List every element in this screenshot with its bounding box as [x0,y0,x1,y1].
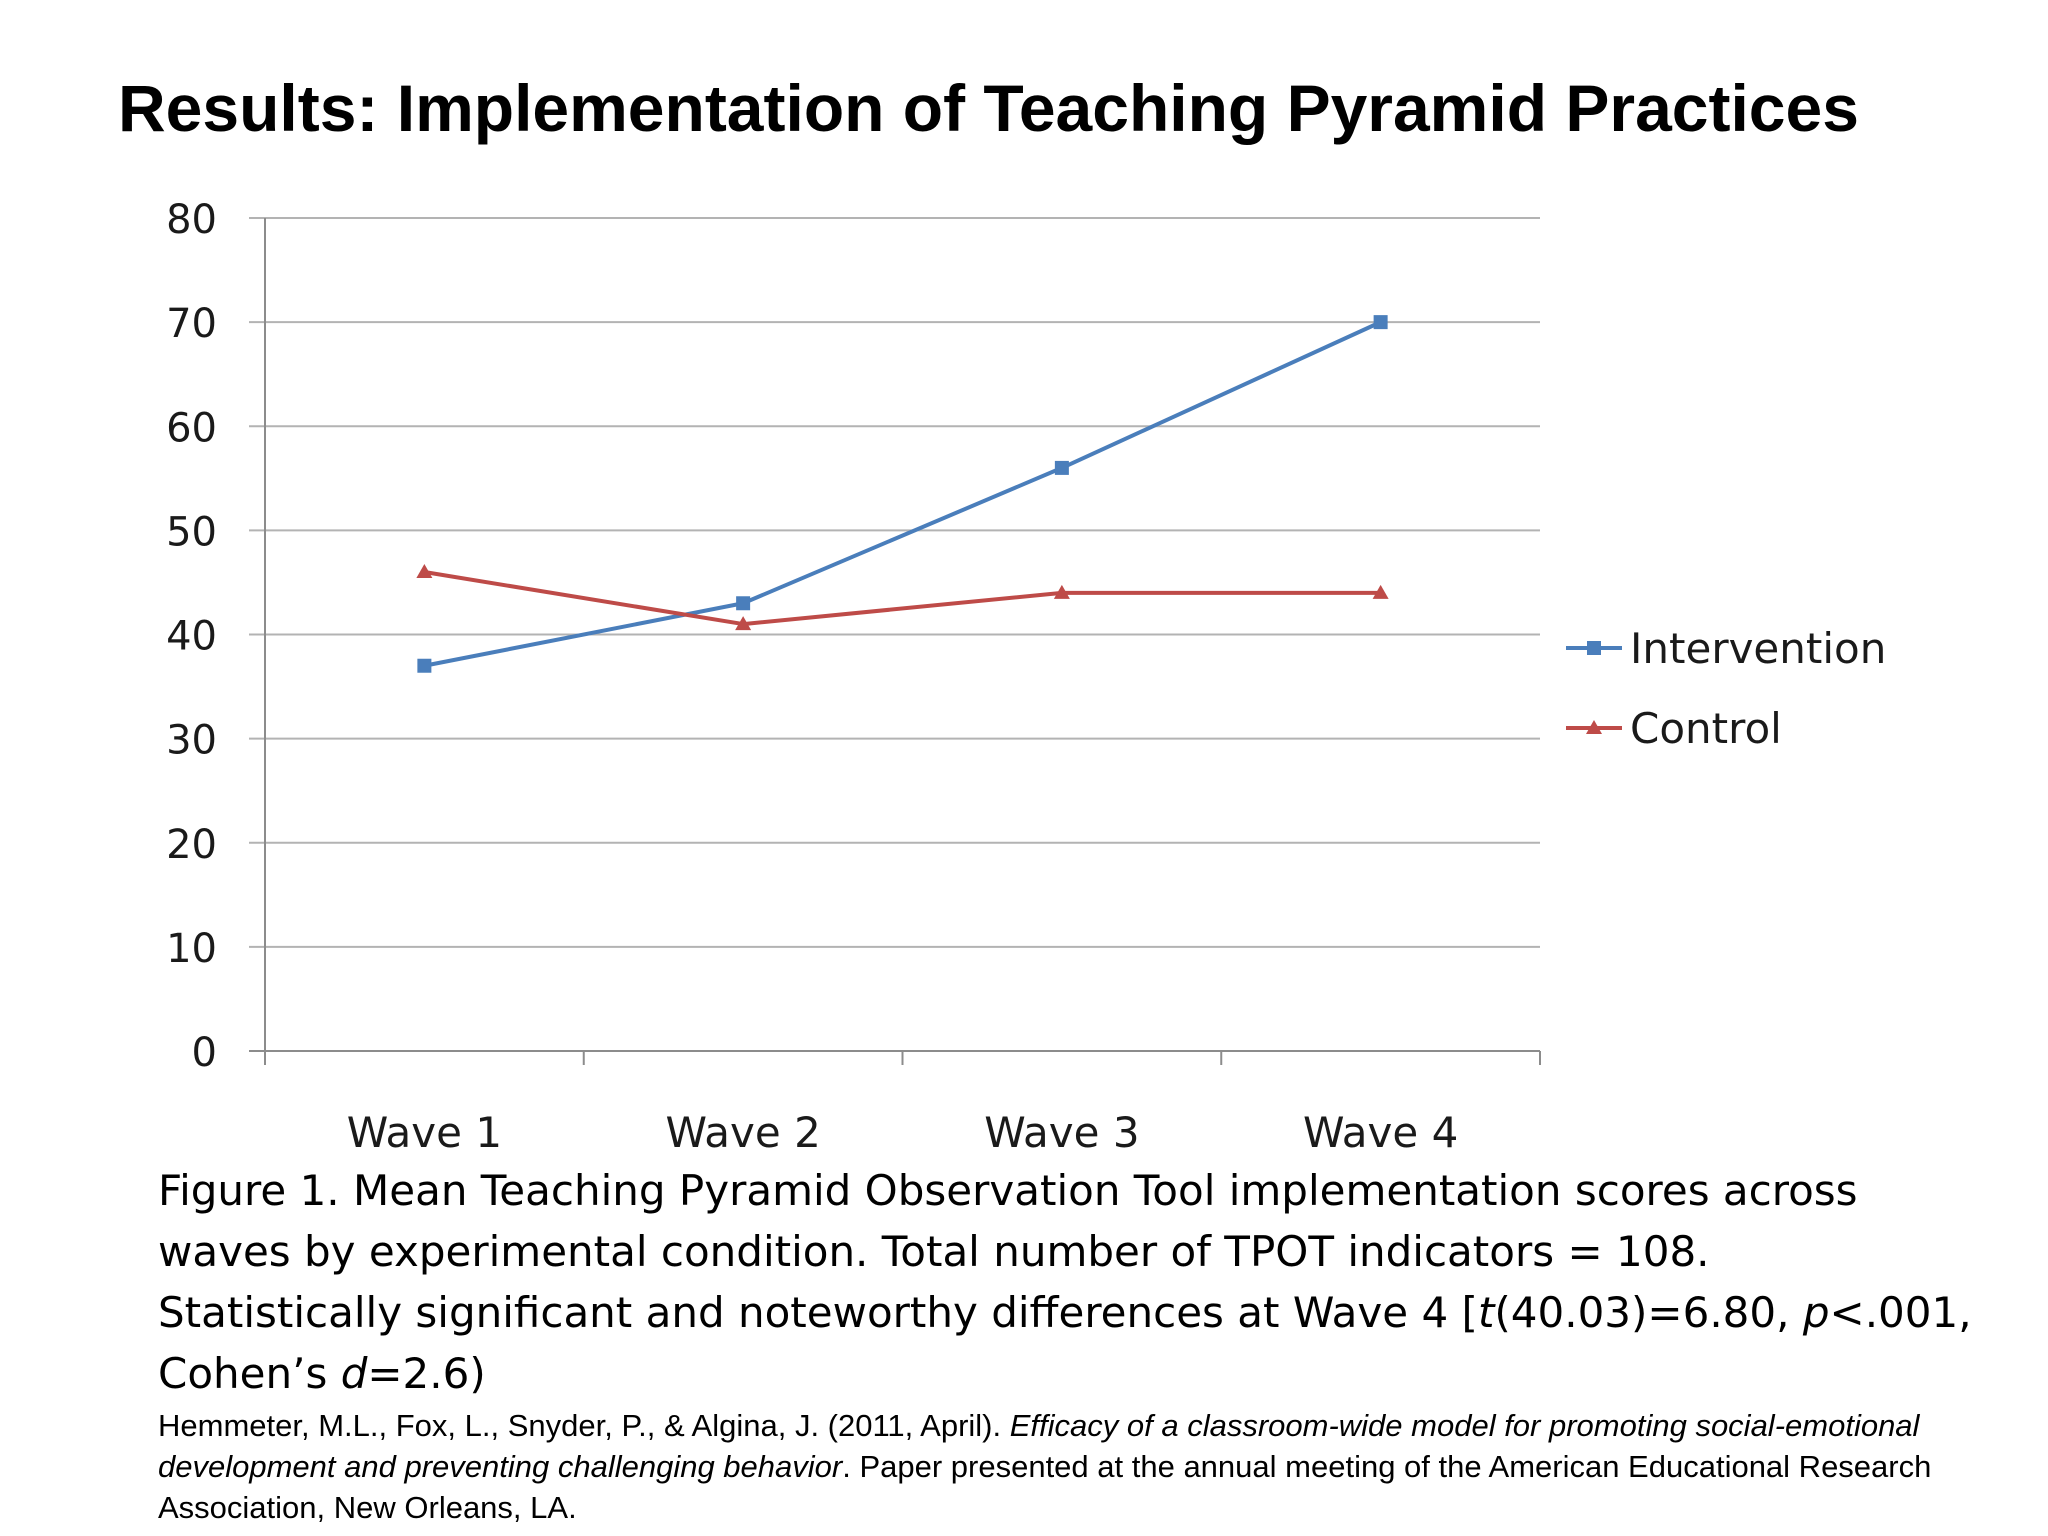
gridlines [249,217,1540,948]
caption-p-symbol: p [1802,1288,1830,1337]
y-tick-label: 0 [192,1030,217,1076]
figure-caption: Figure 1. Mean Teaching Pyramid Observat… [158,1160,1998,1404]
series-lines [416,315,1389,673]
citation-rest: . Paper presented at the annual meeting … [158,1449,1932,1525]
y-tick-label: 80 [166,197,217,243]
intervention-point [1373,315,1388,330]
caption-line-3: Statistically significant and noteworthy… [158,1282,1998,1343]
caption-d-symbol: d [340,1349,368,1398]
caption-line-2: waves by experimental condition. Total n… [158,1227,1710,1276]
citation-title: Efficacy of a classroom-wide model for p… [158,1408,1920,1484]
slide-title: Results: Implementation of Teaching Pyra… [118,71,1859,145]
control-point [1372,584,1389,599]
caption-line-4: Cohen’s d=2.6) [158,1343,1998,1404]
axes [249,218,1541,1065]
legend-label: Intervention [1630,623,1887,673]
intervention-legend-swatch [1566,641,1622,655]
x-tick-label: Wave 2 [665,1108,820,1157]
control-line [424,570,1381,627]
x-tick-label: Wave 4 [1303,1108,1458,1157]
legend-swatch-marker [1587,641,1601,655]
intervention-point [417,658,432,673]
x-tick-label: Wave 3 [984,1108,1139,1157]
intervention-point [736,596,751,611]
caption-text: <.001, [1829,1288,1972,1337]
y-tick-label: 60 [166,405,217,451]
tick-labels: 0 10 20 30 40 50 60 70 80 Wave 1 Wave 2 Wave 3 Wave … [166,197,1458,1157]
control-point [416,564,433,579]
y-tick-label: 70 [166,301,217,347]
line-chart: 0 10 20 30 40 50 60 70 80 Wave 1 Wave 2 Wave 3 Wave … [166,197,1541,1157]
caption-text: Statistically significant and noteworthy… [158,1288,1478,1337]
intervention-point [1054,460,1069,475]
legend-label: Control [1630,703,1782,753]
citation: Hemmeter, M.L., Fox, L., Snyder, P., & A… [158,1405,1998,1528]
control-legend-swatch [1566,720,1622,734]
caption-text: (40.03)=6.80, [1494,1288,1803,1337]
control-point [1053,584,1070,599]
y-tick-label: 30 [166,718,217,764]
y-tick-label: 10 [166,926,217,972]
caption-line-1: Figure 1. Mean Teaching Pyramid Observat… [158,1166,1858,1215]
x-tick-label: Wave 1 [347,1108,502,1157]
legend-item-intervention: Intervention [1564,608,1886,688]
citation-authors: Hemmeter, M.L., Fox, L., Snyder, P., & A… [158,1408,1010,1443]
legend: Intervention Control [1564,608,1886,768]
caption-t-symbol: t [1477,1288,1495,1337]
y-tick-label: 40 [166,614,217,660]
intervention-line [423,320,1382,668]
y-tick-label: 20 [166,822,217,868]
caption-text: Cohen’s [158,1349,341,1398]
caption-text: =2.6) [367,1349,486,1398]
y-tick-label: 50 [166,509,217,555]
legend-swatch-marker [1586,720,1602,734]
legend-item-control: Control [1564,688,1886,768]
control-point [735,616,752,631]
